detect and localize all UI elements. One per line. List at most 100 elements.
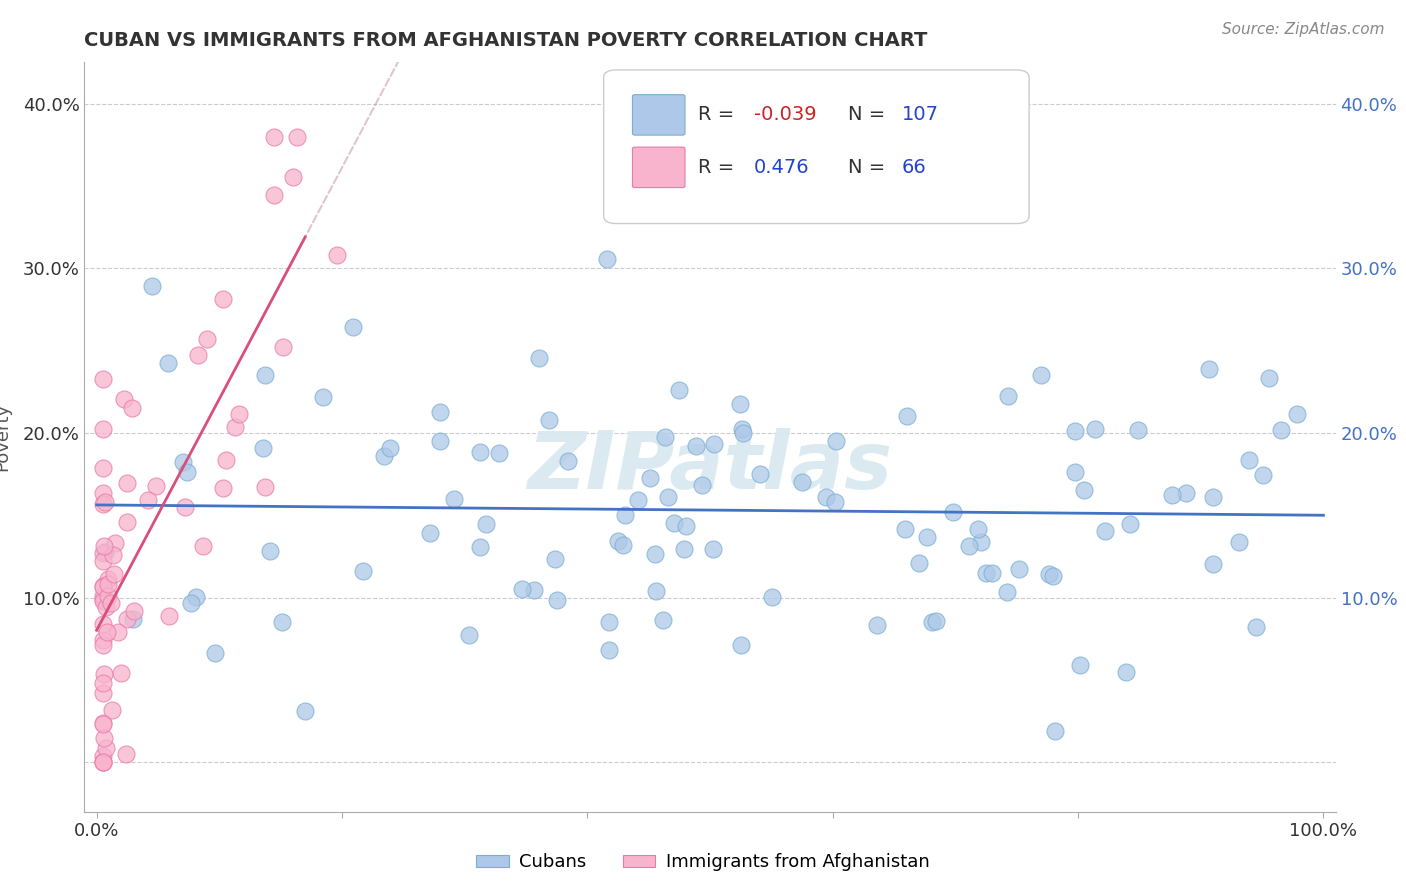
Point <box>668 383 690 397</box>
Point <box>731 426 754 441</box>
Point <box>91 372 114 386</box>
Point <box>1251 467 1274 482</box>
Point <box>967 522 990 536</box>
Point <box>761 590 783 604</box>
Point <box>1008 562 1031 576</box>
Point <box>195 332 218 346</box>
Point <box>941 505 963 519</box>
Point <box>101 703 124 717</box>
Point <box>104 535 127 549</box>
Point <box>1042 569 1064 583</box>
Point <box>325 248 347 262</box>
Point <box>263 129 285 144</box>
Point <box>93 667 115 681</box>
Point <box>538 413 561 427</box>
Point <box>921 615 943 629</box>
Point <box>91 756 114 770</box>
Point <box>91 485 114 500</box>
Point <box>429 405 451 419</box>
Point <box>342 320 364 334</box>
Point <box>730 638 752 652</box>
Point <box>281 169 304 184</box>
Point <box>703 437 725 451</box>
Point <box>957 540 980 554</box>
Point <box>557 453 579 467</box>
Text: -0.039: -0.039 <box>754 105 817 124</box>
Point <box>91 591 114 606</box>
Point <box>97 589 120 603</box>
Point <box>1043 723 1066 738</box>
Point <box>285 129 308 144</box>
Point <box>1202 557 1225 571</box>
Point <box>117 612 139 626</box>
FancyBboxPatch shape <box>633 95 685 135</box>
Point <box>1084 422 1107 436</box>
Point <box>1128 423 1150 437</box>
Point <box>91 716 114 731</box>
Point <box>121 401 143 415</box>
FancyBboxPatch shape <box>633 147 685 187</box>
Point <box>91 717 114 731</box>
Point <box>1115 665 1137 679</box>
Point <box>94 740 117 755</box>
Point <box>598 643 620 657</box>
Point <box>596 252 619 267</box>
Point <box>527 351 550 365</box>
Point <box>546 593 568 607</box>
Point <box>103 567 125 582</box>
Point <box>1064 465 1087 479</box>
Point <box>224 420 246 434</box>
Point <box>122 603 145 617</box>
Point <box>184 590 207 604</box>
Point <box>117 515 139 529</box>
Point <box>211 293 233 307</box>
Point <box>91 580 114 594</box>
Text: 66: 66 <box>901 158 927 177</box>
Point <box>1119 516 1142 531</box>
Point <box>824 495 846 509</box>
Point <box>91 579 114 593</box>
Point <box>94 600 117 615</box>
Point <box>657 490 679 504</box>
Point <box>259 544 281 558</box>
Point <box>273 340 295 354</box>
Point <box>468 540 491 554</box>
Point <box>115 747 138 762</box>
Point <box>866 617 889 632</box>
Point <box>352 564 374 578</box>
Point <box>91 686 114 700</box>
Point <box>122 612 145 626</box>
Legend: Cubans, Immigrants from Afghanistan: Cubans, Immigrants from Afghanistan <box>468 847 938 879</box>
Point <box>93 539 115 553</box>
Point <box>612 538 634 552</box>
Point <box>1069 658 1091 673</box>
Point <box>730 397 752 411</box>
Point <box>419 526 441 541</box>
Point <box>91 638 114 652</box>
Point <box>254 368 277 383</box>
Point <box>1270 423 1292 437</box>
Point <box>644 583 666 598</box>
Point <box>1174 486 1197 500</box>
Text: N =: N = <box>848 158 891 177</box>
Point <box>378 442 401 456</box>
Point <box>312 390 335 404</box>
Point <box>91 756 114 770</box>
Point <box>654 430 676 444</box>
Point <box>91 748 114 763</box>
Point <box>638 470 661 484</box>
Point <box>1038 567 1060 582</box>
Point <box>271 615 294 629</box>
Point <box>91 422 114 436</box>
Point <box>607 534 630 549</box>
Point <box>107 624 129 639</box>
Point <box>980 566 1002 581</box>
Point <box>114 392 136 406</box>
Point <box>191 539 214 553</box>
Point <box>815 491 838 505</box>
Point <box>294 704 316 718</box>
Point <box>91 589 114 603</box>
Point <box>252 441 274 455</box>
Point <box>598 615 620 630</box>
Point <box>790 475 813 489</box>
